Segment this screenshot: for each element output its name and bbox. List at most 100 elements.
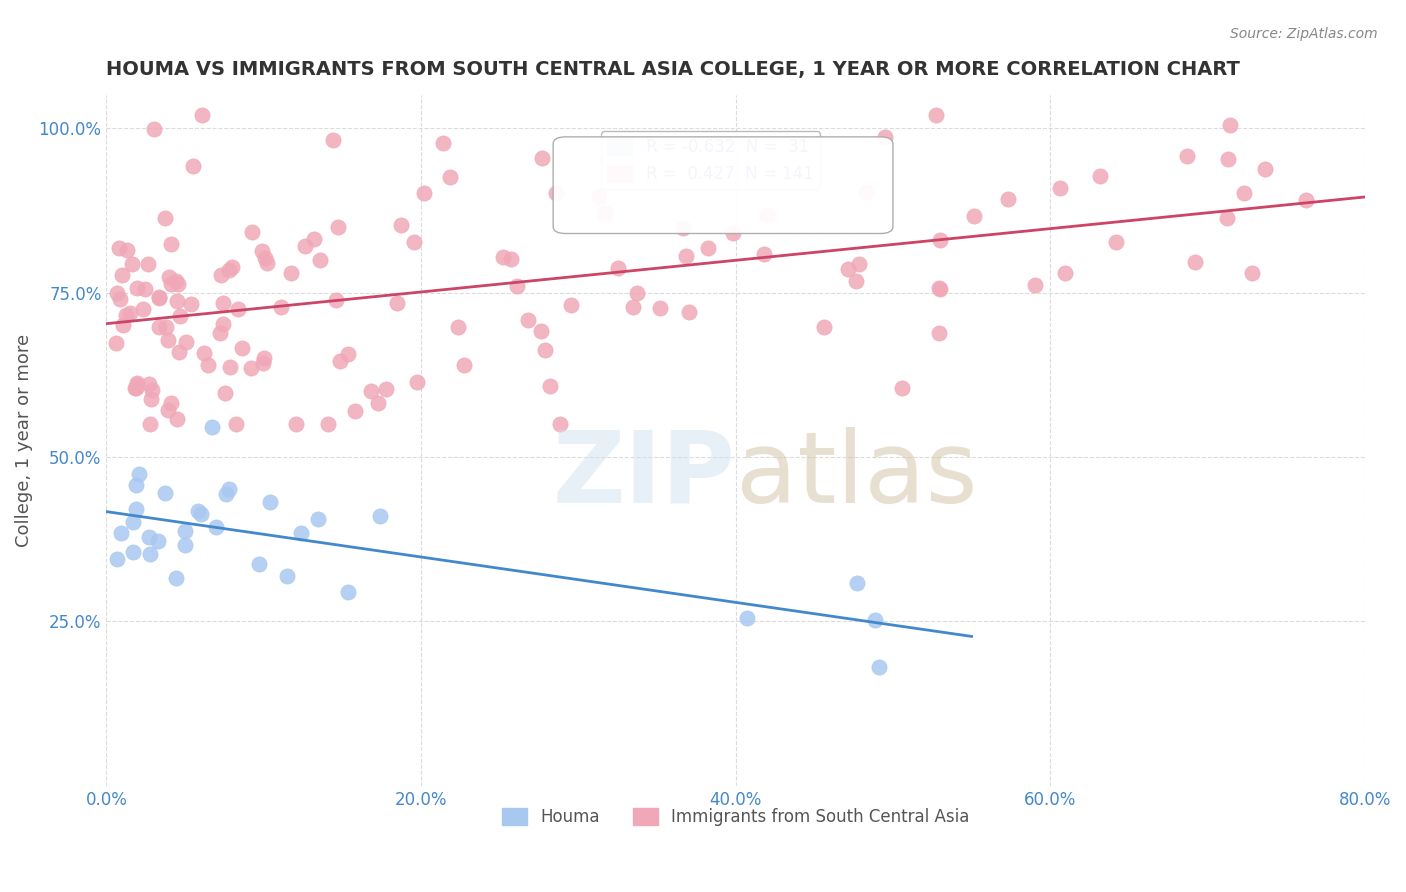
Point [105, 552, 128, 566]
Point [105, 285, 128, 300]
Point [124, 381, 146, 395]
Point [165, 571, 187, 585]
Point [322, 133, 344, 147]
Point [157, 334, 180, 348]
Point [538, 379, 561, 393]
Point [534, 343, 557, 358]
Point [672, 221, 695, 235]
Point [329, 354, 352, 368]
Point [929, 233, 952, 247]
Point [125, 378, 148, 392]
Point [499, 252, 522, 266]
Point [678, 305, 700, 319]
Point [280, 266, 302, 280]
Point [221, 260, 243, 274]
Text: HOUMA VS IMMIGRANTS FROM SOUTH CENTRAL ASIA COLLEGE, 1 YEAR OR MORE CORRELATION : HOUMA VS IMMIGRANTS FROM SOUTH CENTRAL A… [107, 60, 1240, 78]
Point [160, 236, 183, 251]
Point [231, 341, 253, 355]
Point [453, 358, 475, 372]
Point [316, 417, 339, 432]
Point [117, 244, 139, 258]
Point [492, 250, 515, 264]
Point [187, 503, 209, 517]
Point [593, 205, 616, 219]
Point [165, 274, 187, 288]
Point [389, 218, 412, 232]
Point [226, 301, 249, 316]
Point [209, 268, 232, 283]
Point [1254, 162, 1277, 177]
Point [1049, 181, 1071, 195]
Point [865, 613, 887, 627]
Point [721, 226, 744, 240]
Point [928, 281, 950, 295]
Point [925, 108, 948, 122]
Point [1233, 186, 1256, 200]
Point [181, 159, 204, 173]
Point [174, 335, 197, 350]
Point [155, 320, 177, 334]
Point [626, 285, 648, 300]
Point [120, 306, 142, 320]
Point [855, 185, 877, 199]
Point [284, 417, 307, 431]
Point [259, 495, 281, 509]
Point [336, 585, 359, 599]
Point [755, 208, 778, 222]
Point [141, 383, 163, 397]
Point [214, 385, 236, 400]
Point [530, 324, 553, 338]
Point [114, 308, 136, 322]
Point [157, 269, 180, 284]
Point [138, 530, 160, 544]
Point [215, 487, 238, 501]
Point [153, 211, 176, 225]
Point [190, 508, 212, 522]
Point [506, 279, 529, 293]
Point [1024, 278, 1046, 293]
Point [845, 576, 868, 591]
Point [270, 300, 292, 314]
Point [588, 188, 610, 202]
Text: atlas: atlas [735, 426, 977, 524]
Text: Source: ZipAtlas.com: Source: ZipAtlas.com [1230, 27, 1378, 41]
Point [105, 335, 128, 350]
Point [156, 403, 179, 417]
Point [121, 515, 143, 529]
Point [191, 108, 214, 122]
Y-axis label: College, 1 year or more: College, 1 year or more [15, 334, 32, 547]
Point [225, 417, 247, 432]
Point [166, 277, 188, 291]
Point [752, 247, 775, 261]
Point [1216, 211, 1239, 226]
Point [432, 136, 454, 150]
Point [344, 404, 367, 418]
Point [107, 241, 129, 255]
Point [125, 478, 148, 492]
Point [875, 130, 897, 145]
Point [370, 509, 392, 524]
Point [218, 483, 240, 497]
Point [412, 186, 434, 201]
Point [136, 257, 159, 271]
Point [111, 268, 134, 282]
Point [675, 249, 697, 263]
Point [108, 292, 131, 306]
Point [560, 298, 582, 312]
Point [218, 360, 240, 375]
Point [1240, 266, 1263, 280]
Point [155, 485, 177, 500]
Point [174, 538, 197, 552]
Point [868, 659, 890, 673]
Point [997, 192, 1019, 206]
Point [276, 569, 298, 583]
Point [160, 395, 183, 409]
Point [148, 291, 170, 305]
Point [406, 376, 429, 390]
Point [621, 300, 644, 314]
Point [309, 252, 332, 267]
Legend: Houma, Immigrants from South Central Asia: Houma, Immigrants from South Central Asi… [495, 801, 976, 832]
Point [169, 309, 191, 323]
Point [166, 411, 188, 425]
Point [180, 296, 202, 310]
